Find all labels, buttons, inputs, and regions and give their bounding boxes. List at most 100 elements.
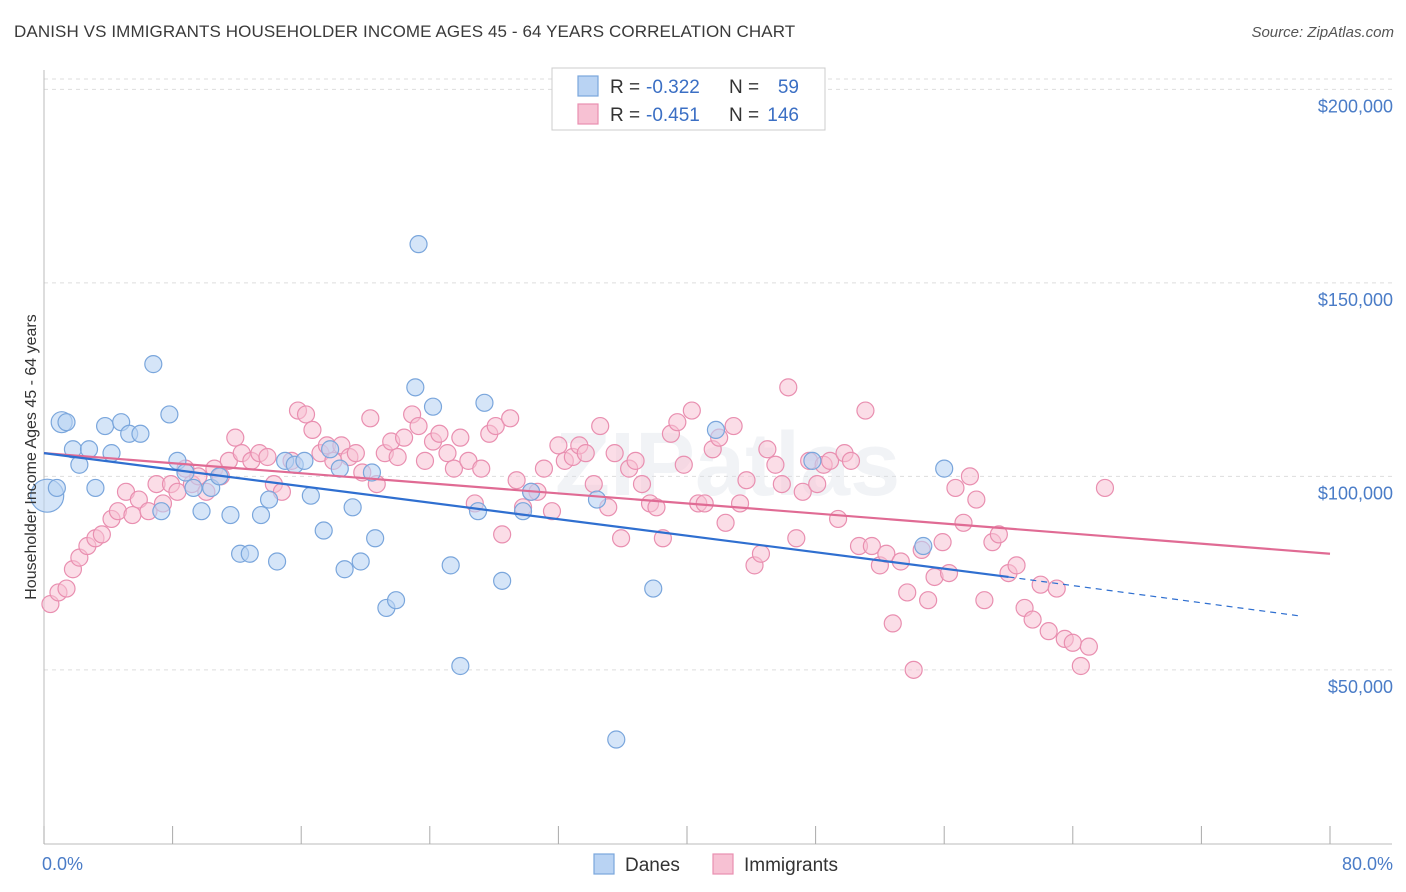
danes-point-14: [160, 405, 179, 424]
immigrants-point-137: [1023, 610, 1042, 629]
danes-point-40: [386, 591, 406, 610]
immigrants-point-139: [1039, 622, 1058, 641]
danes-point-36: [351, 552, 370, 571]
immigrants-point-63: [501, 409, 520, 428]
immigrants-point-144: [1079, 637, 1098, 656]
danes-point-6: [86, 478, 105, 498]
danes-point-7: [95, 416, 115, 436]
legend-n-label-0: N =: [729, 77, 759, 98]
x-tick-label-start: 0.0%: [42, 854, 83, 874]
immigrants-point-47: [388, 447, 407, 467]
legend-bottom-label-immigrants: Immigrants: [744, 855, 838, 876]
legend-r-value-0: -0.322: [646, 77, 700, 98]
immigrants-point-142: [1063, 633, 1082, 652]
danes-point-13: [152, 502, 171, 521]
immigrants-point-130: [967, 490, 986, 509]
immigrants-point-70: [549, 436, 568, 455]
danes-point-52: [607, 730, 626, 749]
immigrants-point-115: [862, 536, 881, 556]
danes-point-51: [587, 490, 607, 509]
danes-point-29: [295, 451, 314, 470]
danes-point-37: [362, 463, 382, 482]
immigrants-point-78: [605, 444, 624, 463]
immigrants-point-103: [779, 378, 798, 397]
immigrants-point-55: [444, 459, 464, 478]
legend-r-value-1: -0.451: [646, 105, 700, 126]
immigrants-point-105: [793, 482, 812, 501]
danes-point-53: [644, 579, 663, 598]
immigrants-point-114: [856, 401, 875, 420]
danes-trend-line: [43, 452, 1009, 579]
danes-point-23: [240, 544, 259, 563]
immigrants-point-56: [451, 428, 470, 447]
immigrants-point-87: [668, 413, 687, 432]
danes-points: [30, 235, 954, 749]
immigrants-point-121: [904, 660, 923, 679]
immigrants-point-127: [946, 478, 965, 498]
immigrants-point-34: [296, 405, 316, 424]
immigrants-point-107: [808, 474, 827, 494]
immigrants-point-53: [430, 424, 449, 443]
legend-bottom: Danes Immigrants: [593, 853, 838, 876]
y-axis-title: Householder Income Ages 45 - 64 years: [23, 314, 40, 600]
danes-point-43: [423, 397, 443, 416]
legend-n-value-1: 146: [767, 105, 799, 126]
danes-point-33: [330, 459, 349, 478]
immigrants-point-84: [647, 498, 666, 517]
immigrants-point-59: [472, 459, 491, 478]
immigrants-point-133: [989, 525, 1008, 544]
danes-point-2: [57, 413, 76, 432]
legend-bottom-label-danes: Danes: [625, 855, 680, 876]
danes-point-46: [468, 502, 488, 521]
immigrants-point-128: [954, 513, 973, 532]
immigrants-point-62: [493, 525, 512, 544]
danes-point-32: [321, 440, 340, 459]
immigrants-point-101: [766, 455, 785, 474]
immigrants-point-82: [632, 474, 652, 494]
danes-point-5: [79, 440, 99, 459]
danes-point-54: [706, 420, 726, 440]
danes-point-47: [475, 393, 494, 412]
danes-point-12: [144, 355, 163, 374]
immigrants-point-131: [975, 591, 994, 610]
y-tick-label-1: $100,000: [1318, 483, 1393, 503]
danes-point-17: [184, 478, 203, 498]
danes-point-26: [267, 552, 287, 571]
danes-trend-extension: [1008, 576, 1298, 617]
axes: [43, 70, 1392, 845]
immigrants-trend-line: [43, 452, 1331, 555]
immigrants-point-138: [1031, 575, 1050, 594]
immigrants-point-100: [758, 440, 777, 459]
immigrants-point-29: [258, 447, 277, 467]
immigrants-point-120: [898, 583, 917, 602]
immigrants-point-96: [730, 494, 750, 513]
danes-point-25: [259, 490, 279, 509]
immigrants-point-89: [682, 401, 701, 420]
immigrants-point-102: [772, 474, 791, 494]
danes-point-38: [366, 529, 385, 548]
trend-lines: [43, 452, 1331, 617]
immigrants-point-97: [737, 471, 756, 490]
immigrants-point-79: [611, 529, 631, 548]
legend-r-label-1: R =: [610, 105, 640, 126]
immigrants-point-61: [486, 416, 505, 436]
immigrants-point-125: [933, 533, 952, 552]
immigrants-point-126: [939, 563, 959, 583]
danes-point-34: [335, 560, 354, 579]
immigrants-point-104: [787, 529, 806, 548]
immigrants-point-123: [919, 591, 938, 610]
immigrants-point-145: [1095, 478, 1115, 498]
legend-bottom-swatch-danes: [593, 853, 615, 875]
danes-point-24: [251, 505, 271, 525]
x-tick-labels: 0.0% 80.0%: [42, 854, 1393, 874]
legend-top: R = -0.322 N = 59 R = -0.451 N = 146: [551, 67, 826, 131]
immigrants-point-94: [716, 513, 735, 532]
danes-point-18: [192, 502, 211, 521]
immigrants-point-51: [415, 451, 435, 470]
immigrants-point-129: [960, 467, 980, 486]
immigrants-point-99: [751, 544, 771, 563]
danes-point-44: [441, 556, 460, 575]
y-tick-label-2: $150,000: [1318, 290, 1393, 310]
danes-point-57: [935, 459, 954, 478]
